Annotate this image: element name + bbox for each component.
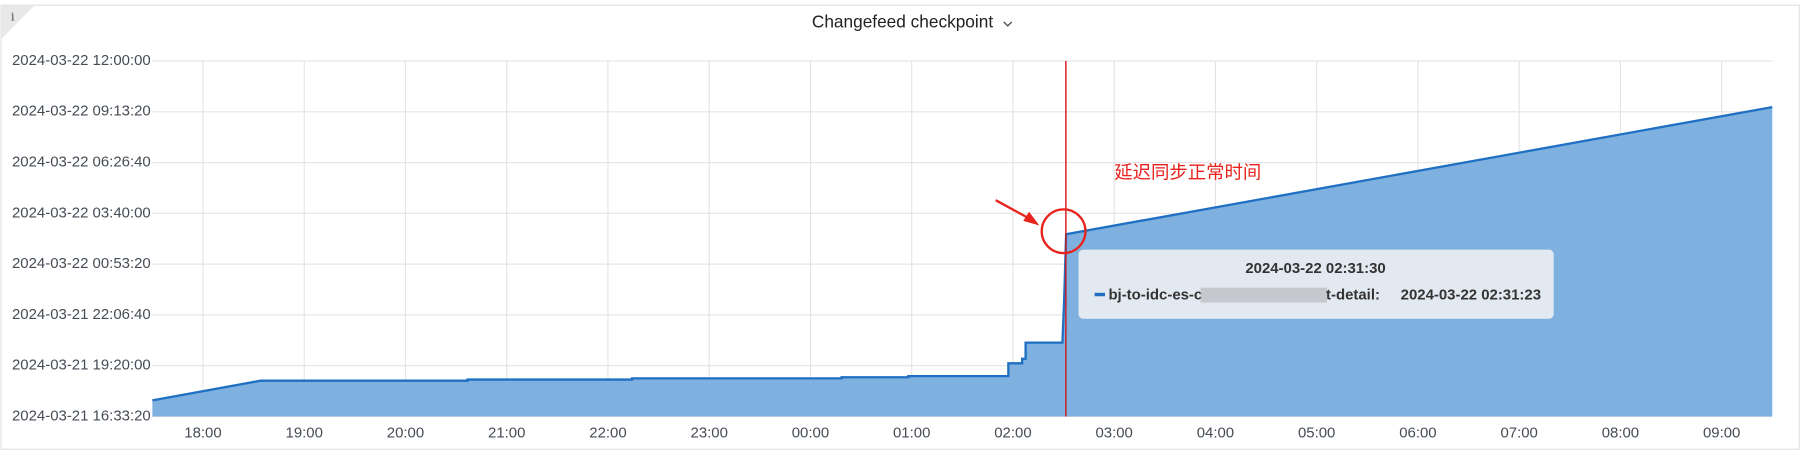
plot-area: 2024-03-21 16:33:20 2024-03-21 19:20:00 20… (12, 52, 1773, 442)
area-fill (152, 107, 1773, 417)
y-tick-label: 2024-03-21 22:06:40 (12, 306, 151, 323)
x-tick-label: 00:00 (792, 425, 829, 442)
x-tick-label: 04:00 (1197, 425, 1234, 442)
x-tick-label: 23:00 (691, 425, 728, 442)
x-tick-label: 02:00 (994, 425, 1031, 442)
y-tick-label: 2024-03-22 00:53:20 (12, 255, 151, 272)
x-tick-label: 06:00 (1399, 425, 1436, 442)
x-tick-label: 20:00 (387, 425, 424, 442)
x-tick-label: 05:00 (1298, 425, 1335, 442)
tooltip-value: 2024-03-22 02:31:23 (1401, 287, 1541, 304)
tooltip-time: 2024-03-22 02:31:30 (1245, 260, 1385, 277)
annotation: 延迟同步正常时间 (1114, 162, 1261, 183)
x-tick-label: 03:00 (1095, 425, 1132, 442)
y-tick-label: 2024-03-22 03:40:00 (12, 204, 151, 221)
info-icon[interactable]: i (11, 9, 15, 23)
title-chevron[interactable] (1003, 21, 1013, 27)
x-tick-label: 01:00 (893, 425, 930, 442)
x-tick-label: 08:00 (1602, 425, 1639, 442)
tooltip: 2024-03-22 02:31:30 bj-to-idc-es-c t-det… (1078, 249, 1554, 319)
series-line (152, 105, 1773, 402)
x-tick-label: 21:00 (488, 425, 525, 442)
x-tick-label: 19:00 (286, 425, 323, 442)
y-tick-label: 2024-03-22 06:26:40 (12, 154, 151, 171)
y-tick-label: 2024-03-21 16:33:20 (12, 407, 151, 424)
y-tick-label: 2024-03-21 19:20:00 (12, 357, 151, 374)
chart-title[interactable]: Changefeed checkpoint (812, 12, 993, 32)
arrow-head (1023, 211, 1040, 226)
tooltip-series-start: bj-to-idc-es-c (1108, 287, 1202, 304)
x-tick-label: 22:00 (589, 425, 626, 442)
x-tick-label: 18:00 (184, 425, 221, 442)
highlight-circle (1040, 208, 1087, 255)
x-tick-label: 07:00 (1500, 425, 1537, 442)
tooltip-box (1078, 249, 1554, 319)
tooltip-series-end: t-detail: (1326, 287, 1380, 304)
y-tick-label: 2024-03-22 09:13:20 (12, 103, 151, 120)
blurred-text (1200, 287, 1328, 303)
x-tick-label: 09:00 (1703, 425, 1740, 442)
y-tick-label: 2024-03-22 12:00:00 (12, 52, 151, 69)
